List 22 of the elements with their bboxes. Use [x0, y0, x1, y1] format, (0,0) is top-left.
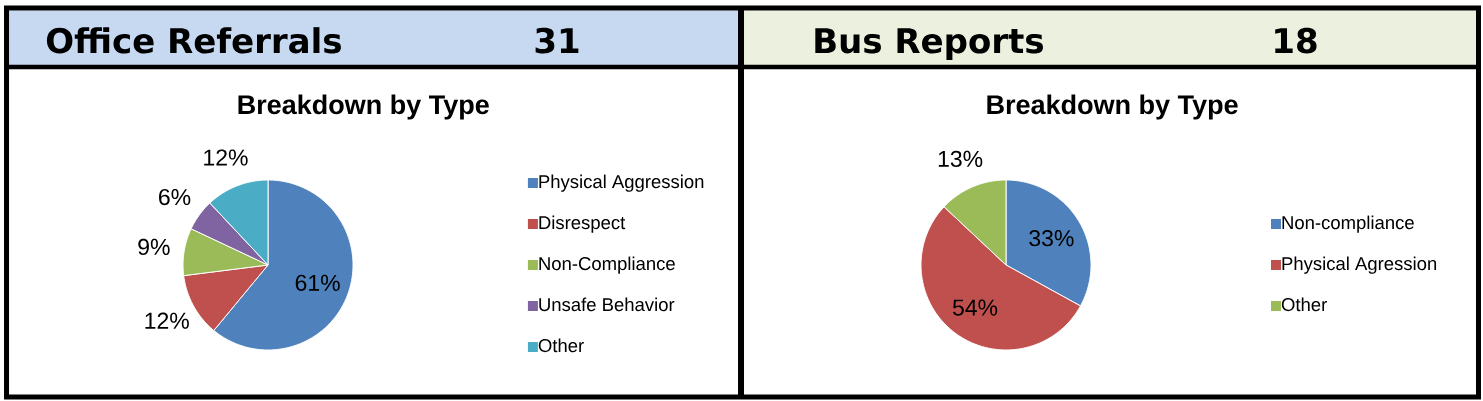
legend-label: Non-compliance	[1282, 215, 1414, 233]
legend-label: Physical Aggression	[539, 174, 704, 192]
data-label: 33%	[1029, 230, 1074, 247]
legend-label: Other	[1281, 297, 1327, 312]
data-label: 12%	[145, 312, 189, 329]
legend-label: Disrespect	[539, 215, 626, 233]
chart-subtitle: Breakdown by Type	[987, 94, 1238, 120]
legend-label: Other	[538, 338, 584, 353]
data-label: 6%	[159, 188, 191, 206]
chart-title: Bus Reports	[815, 28, 1043, 61]
chart-subtitle: Breakdown by Type	[238, 94, 489, 120]
legend-label: Non-Compliance	[539, 256, 675, 274]
text: 31	[535, 27, 579, 54]
data-label: 12%	[204, 149, 248, 166]
data-label: 54%	[952, 299, 998, 316]
legend-label: Physical Agression	[1282, 256, 1437, 274]
data-label: 9%	[138, 238, 170, 256]
data-label: 13%	[938, 150, 983, 168]
data-label: 61%	[295, 274, 340, 291]
legend-label: Unsafe Behavior	[539, 297, 675, 312]
text: 18	[1275, 27, 1317, 54]
chart-title: Office Referrals	[46, 27, 341, 54]
